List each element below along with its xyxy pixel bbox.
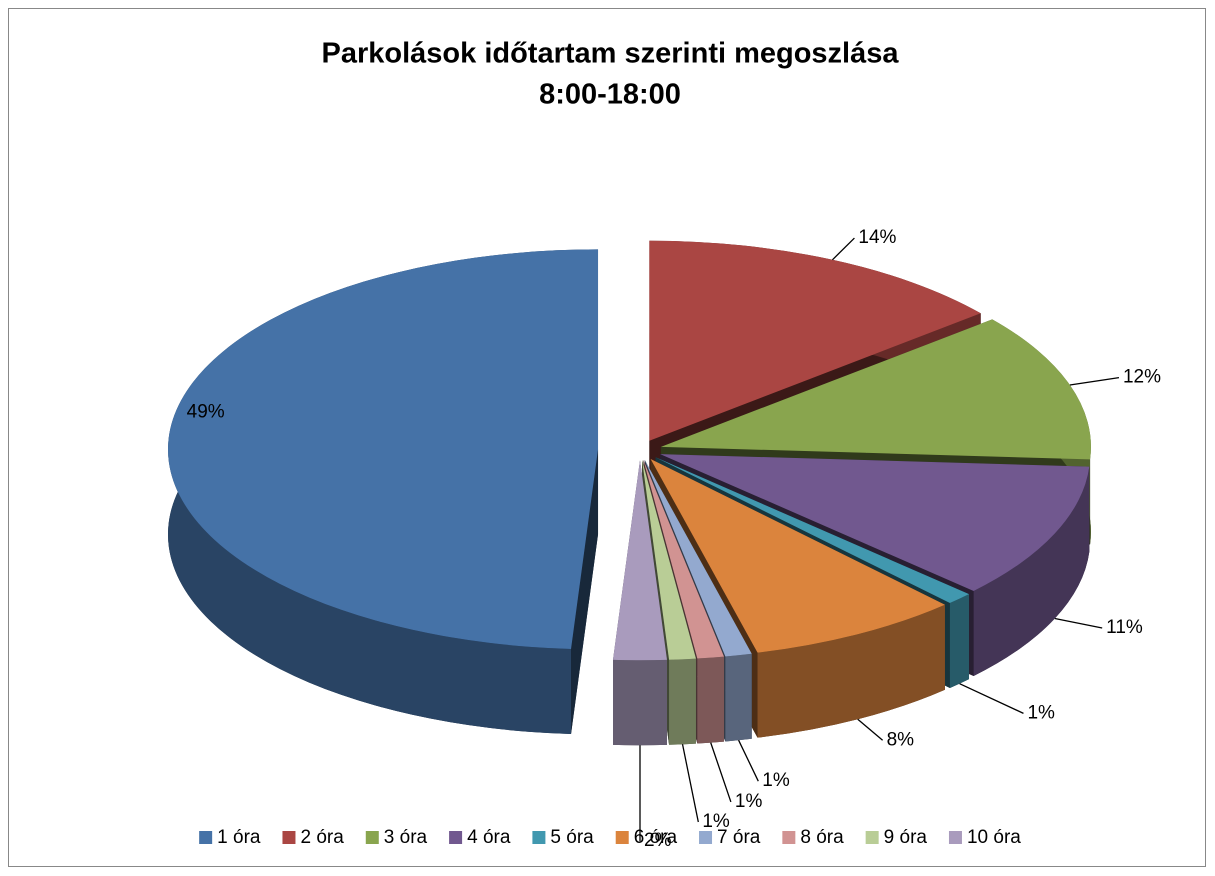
chart-title: 8:00-18:00 (539, 79, 681, 111)
legend-swatch (865, 831, 879, 844)
slice-top (643, 460, 725, 659)
legend-label: 5 óra (550, 827, 594, 848)
data-label: 8% (887, 729, 915, 750)
labels: 49%14%12%11%1%8%1%1%1%2% (187, 227, 1161, 851)
slice-top (649, 240, 981, 441)
pie-slice (168, 249, 599, 734)
slice-top (660, 454, 1090, 591)
slice-top (644, 459, 752, 657)
legend-swatch (782, 831, 796, 844)
legend-label: 2 óra (300, 827, 344, 848)
slice-side (613, 659, 667, 746)
legend-label: 9 óra (884, 827, 928, 848)
data-label: 11% (1106, 617, 1143, 638)
slice-face (571, 449, 599, 734)
data-label: 2% (644, 830, 672, 851)
pie-slice (613, 460, 667, 746)
slice-top (660, 319, 1091, 460)
slice-side (669, 658, 696, 745)
data-label: 1% (1027, 702, 1055, 723)
legend-swatch (532, 831, 546, 844)
legend-label: 7 óra (717, 827, 761, 848)
slice-top (168, 249, 599, 649)
slice-side (757, 604, 945, 738)
legend-label: 3 óra (384, 827, 428, 848)
data-label: 1% (702, 811, 730, 832)
slice-top (613, 460, 667, 661)
leader-line (1054, 617, 1103, 629)
data-label: 1% (762, 770, 790, 791)
leader-line (710, 742, 732, 803)
legend-swatch (199, 831, 213, 844)
slice-top (655, 457, 970, 604)
leader-line (959, 683, 1024, 714)
legend-label: 4 óra (467, 827, 511, 848)
legend: 1 óra 2 óra 3 óra 4 óra 5 óra 6 óra 7 óra 8 óra… (199, 827, 1021, 848)
leader-line (831, 237, 855, 261)
legend-swatch (365, 831, 379, 844)
legend-label: 10 óra (967, 827, 1021, 848)
leader-line (857, 718, 884, 741)
legend-label: 1 óra (217, 827, 261, 848)
leader-line (738, 739, 759, 782)
legend-swatch (282, 831, 296, 844)
legend-label: 8 óra (800, 827, 844, 848)
data-label: 12% (1123, 367, 1161, 388)
slice-top (642, 460, 696, 660)
pie (168, 240, 1091, 746)
slice-side (973, 466, 1090, 676)
slice-side (949, 594, 970, 689)
chart-title: Parkolások időtartam szerinti megoszlása (322, 38, 900, 70)
slice-side (697, 656, 725, 744)
legend-label: 6 óra (634, 827, 678, 848)
leader-line (1069, 376, 1120, 386)
slice-side (725, 653, 752, 742)
data-label: 49% (187, 401, 225, 422)
legend-swatch (699, 831, 713, 844)
legend-swatch (615, 831, 629, 844)
legend-swatch (948, 831, 962, 844)
data-label: 14% (858, 227, 896, 248)
data-label: 1% (735, 791, 763, 812)
legend-swatch (449, 831, 463, 844)
slice-top (650, 458, 945, 653)
leader-line (681, 744, 699, 823)
